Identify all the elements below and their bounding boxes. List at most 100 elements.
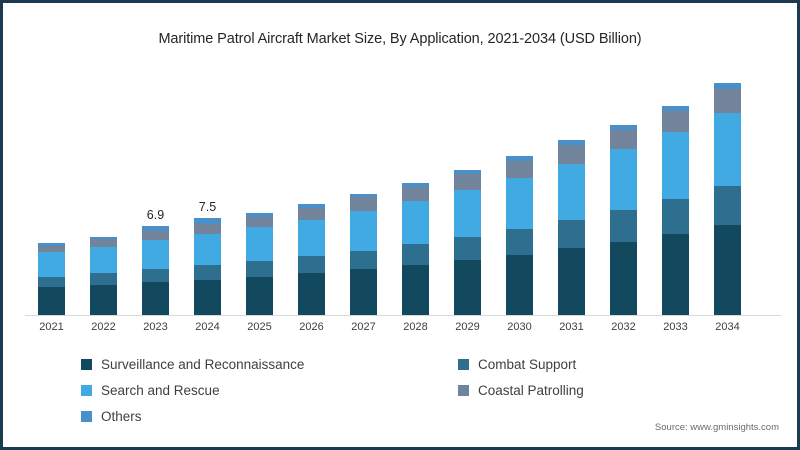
bar-segment-surveillance-and-reconnaissance	[246, 276, 273, 316]
bar-segment-others	[662, 106, 689, 112]
x-tick-2028: 2028	[403, 321, 428, 333]
legend-label-others: Others	[101, 408, 142, 424]
bar-segment-surveillance-and-reconnaissance	[194, 279, 221, 316]
legend-item-combat-support[interactable]: Combat Support	[458, 351, 584, 377]
bar-segment-coastal-patrolling	[350, 197, 377, 211]
legend-swatch-icon-others	[81, 410, 92, 422]
bar-segment-coastal-patrolling	[142, 231, 169, 241]
bar-segment-coastal-patrolling	[558, 145, 585, 164]
bar-segment-others	[350, 193, 377, 198]
bar-2032[interactable]	[610, 124, 637, 316]
bar-2031[interactable]	[558, 140, 585, 316]
bar-segment-others	[194, 218, 221, 224]
legend-column-right: Combat Support Coastal Patrolling	[458, 351, 584, 403]
chart-title: Maritime Patrol Aircraft Market Size, By…	[158, 31, 642, 47]
bar-segment-surveillance-and-reconnaissance	[610, 241, 637, 316]
x-tick-2024: 2024	[195, 321, 220, 333]
bar-segment-search-and-rescue	[662, 132, 689, 199]
bar-segment-combat-support	[454, 236, 481, 260]
x-tick-2030: 2030	[507, 321, 532, 333]
bar-segment-search-and-rescue	[454, 189, 481, 237]
bar-segment-combat-support	[350, 250, 377, 270]
x-tick-2021: 2021	[39, 321, 64, 333]
bar-segment-coastal-patrolling	[662, 111, 689, 133]
legend-swatch-icon-surveillance-and-reconnaissance	[81, 358, 92, 370]
x-tick-2023: 2023	[143, 321, 168, 333]
bar-segment-surveillance-and-reconnaissance	[402, 265, 429, 316]
bar-segment-surveillance-and-reconnaissance	[90, 284, 117, 316]
bar-segment-surveillance-and-reconnaissance	[142, 282, 169, 316]
bar-segment-others	[142, 226, 169, 232]
legend-item-coastal-patrolling[interactable]: Coastal Patrolling	[458, 377, 584, 403]
bar-segment-search-and-rescue	[402, 201, 429, 245]
legend-label-combat-support: Combat Support	[478, 356, 577, 372]
bar-segment-search-and-rescue	[142, 240, 169, 270]
bar-segment-combat-support	[246, 261, 273, 277]
bar-2023[interactable]: 6.9	[142, 208, 169, 316]
legend-column-left: Surveillance and Reconnaissance Search an…	[81, 351, 304, 429]
bar-segment-coastal-patrolling	[298, 207, 325, 220]
bar-2029[interactable]	[454, 170, 481, 316]
bar-segment-coastal-patrolling	[246, 217, 273, 228]
bar-segment-others	[558, 140, 585, 146]
data-label-2024: 7.5	[198, 200, 217, 215]
bar-segment-surveillance-and-reconnaissance	[714, 224, 741, 316]
bar-segment-search-and-rescue	[350, 210, 377, 251]
bar-segment-coastal-patrolling	[90, 239, 117, 247]
plot-area: 6.9 7.5	[25, 82, 781, 316]
bar-2021[interactable]	[38, 243, 65, 316]
x-tick-2027: 2027	[351, 321, 376, 333]
source-attribution: Source: www.gminsights.com	[654, 422, 779, 433]
bar-segment-others	[90, 236, 117, 240]
bar-2026[interactable]	[298, 204, 325, 316]
bar-segment-combat-support	[90, 273, 117, 285]
bar-2025[interactable]	[246, 213, 273, 316]
bar-2022[interactable]	[90, 236, 117, 316]
bar-segment-coastal-patrolling	[454, 174, 481, 190]
bar-segment-search-and-rescue	[298, 219, 325, 257]
bar-2033[interactable]	[662, 106, 689, 316]
bar-segment-combat-support	[610, 210, 637, 242]
bar-segment-surveillance-and-reconnaissance	[298, 273, 325, 316]
legend-label-search-and-rescue: Search and Rescue	[101, 382, 220, 398]
bar-segment-search-and-rescue	[506, 177, 533, 229]
legend-item-surveillance-and-reconnaissance[interactable]: Surveillance and Reconnaissance	[81, 351, 304, 377]
x-tick-2022: 2022	[91, 321, 116, 333]
bar-2030[interactable]	[506, 155, 533, 316]
bar-2028[interactable]	[402, 183, 429, 316]
bar-segment-combat-support	[506, 228, 533, 255]
bar-segment-search-and-rescue	[610, 149, 637, 211]
bar-segment-coastal-patrolling	[506, 161, 533, 178]
bar-segment-combat-support	[662, 198, 689, 234]
bar-2034[interactable]	[714, 82, 741, 316]
bar-segment-combat-support	[194, 265, 221, 280]
bar-segment-others	[610, 124, 637, 130]
bar-segment-coastal-patrolling	[194, 223, 221, 234]
bar-segment-others	[246, 213, 273, 218]
bar-2027[interactable]	[350, 193, 377, 316]
bar-2024[interactable]: 7.5	[194, 200, 221, 316]
bar-segment-combat-support	[142, 269, 169, 283]
bar-segment-search-and-rescue	[194, 233, 221, 266]
bar-segment-search-and-rescue	[246, 227, 273, 262]
x-tick-2033: 2033	[663, 321, 688, 333]
x-tick-2025: 2025	[247, 321, 272, 333]
x-tick-2031: 2031	[559, 321, 584, 333]
bar-segment-others	[38, 243, 65, 246]
data-label-2023: 6.9	[146, 208, 165, 223]
bar-segment-others	[506, 155, 533, 162]
bar-segment-surveillance-and-reconnaissance	[558, 248, 585, 316]
legend-swatch-icon-search-and-rescue	[81, 384, 92, 396]
legend-item-others[interactable]: Others	[81, 403, 304, 429]
bar-segment-coastal-patrolling	[714, 89, 741, 113]
x-axis: 2021 2022 2023 2024 2025 2026 2027 2028 2029 2030…	[25, 318, 781, 338]
bar-segment-others	[402, 183, 429, 188]
legend-item-search-and-rescue[interactable]: Search and Rescue	[81, 377, 304, 403]
bar-segment-surveillance-and-reconnaissance	[662, 233, 689, 316]
x-tick-2032: 2032	[611, 321, 636, 333]
bar-segment-coastal-patrolling	[402, 187, 429, 202]
legend-swatch-icon-coastal-patrolling	[458, 384, 469, 396]
legend-swatch-icon-combat-support	[458, 358, 469, 370]
axis-baseline	[25, 315, 781, 316]
